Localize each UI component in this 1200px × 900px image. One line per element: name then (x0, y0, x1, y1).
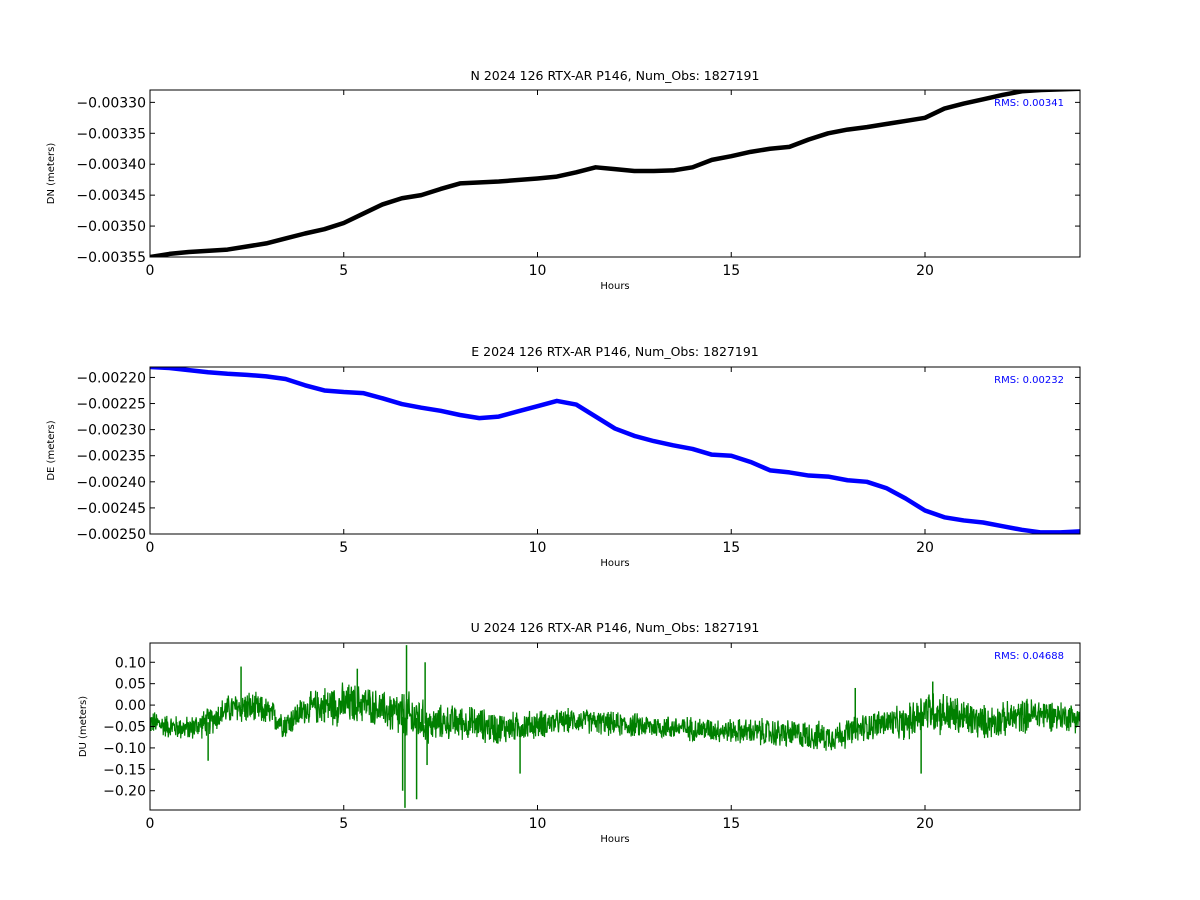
panel-up-xtick-label: 15 (722, 816, 740, 832)
panel-east-ticks: 0 5 10 15 20 −0.00220 −0.00225 −0.00230 −0.00235… (76, 367, 1080, 556)
panel-north-ytick-label: −0.00355 (76, 250, 146, 266)
panel-up-xtick-label: 20 (916, 816, 934, 832)
panel-north-xtick-label: 10 (529, 263, 547, 279)
panel-up-ytick-label: 0.00 (115, 698, 146, 714)
panel-up: U 2024 126 RTX-AR P146, Num_Obs: 1827191… (78, 620, 1081, 845)
panel-up-ytick-label: −0.10 (103, 741, 146, 757)
panel-north-xtick-label: 0 (146, 263, 155, 279)
panel-up-ytick-label: −0.15 (103, 762, 146, 778)
panel-north-rms-annotation: RMS: 0.00341 (994, 98, 1064, 109)
panel-north-ytick-label: −0.00350 (76, 219, 146, 235)
panel-north-ytick-label: −0.00335 (76, 126, 146, 142)
panel-up-rms-annotation: RMS: 0.04688 (994, 651, 1064, 662)
panel-north-frame (149, 89, 1081, 258)
panel-north-xtick-label: 20 (916, 263, 934, 279)
panel-north-plot-area (150, 90, 1080, 257)
panel-east-xtick-label: 10 (529, 540, 547, 556)
panel-east-ytick-label: −0.00230 (76, 423, 146, 439)
panel-east-ytick-label: −0.00220 (76, 370, 146, 386)
panel-east-series-line (150, 367, 1080, 534)
panel-east-ytick-label: −0.00235 (76, 449, 146, 465)
panel-east-ytick-label: −0.00245 (76, 501, 146, 517)
panel-up-plot-area (150, 645, 1080, 808)
panel-east-ytick-label: −0.00225 (76, 397, 146, 413)
panel-up-ticks: 0 5 10 15 20 0.10 0.05 0.00 −0.05 −0.10 −0.15 −0.20 (103, 643, 1080, 832)
panel-up-ylabel: DU (meters) (78, 696, 89, 757)
panel-north-ytick-label: −0.00345 (76, 188, 146, 204)
panel-north-ylabel: DN (meters) (46, 143, 57, 205)
panel-up-ytick-label: 0.10 (115, 655, 146, 671)
panel-up-xtick-label: 5 (339, 816, 348, 832)
panel-east-ylabel: DE (meters) (46, 420, 57, 480)
panel-east-ytick-label: −0.00250 (76, 527, 146, 543)
panel-east-xtick-label: 20 (916, 540, 934, 556)
panel-up-ytick-label: −0.20 (103, 784, 146, 800)
panel-up-series-line (150, 682, 1080, 751)
panel-up-ytick-label: 0.05 (115, 677, 146, 693)
panel-east-xlabel: Hours (600, 558, 629, 569)
panel-north-xtick-label: 5 (339, 263, 348, 279)
panel-east-rms-annotation: RMS: 0.00232 (994, 375, 1064, 386)
panel-east-xtick-label: 0 (146, 540, 155, 556)
panel-north-ticks: 0 5 10 15 20 −0.00330 −0.00335 −0.00340 −0.00345… (76, 90, 1080, 279)
panel-east-xtick-label: 5 (339, 540, 348, 556)
panel-north-series-line (150, 90, 1080, 257)
panel-east-title: E 2024 126 RTX-AR P146, Num_Obs: 1827191 (471, 344, 758, 359)
panel-up-title: U 2024 126 RTX-AR P146, Num_Obs: 1827191 (471, 620, 760, 635)
panel-east-ytick-label: −0.00240 (76, 475, 146, 491)
panel-up-xlabel: Hours (600, 834, 629, 845)
panel-north-xlabel: Hours (600, 281, 629, 292)
panel-north: N 2024 126 RTX-AR P146, Num_Obs: 1827191… (46, 68, 1081, 292)
panel-north-ytick-label: −0.00340 (76, 157, 146, 173)
panel-east: E 2024 126 RTX-AR P146, Num_Obs: 1827191… (46, 344, 1081, 569)
panel-north-ytick-label: −0.00330 (76, 95, 146, 111)
panel-east-xtick-label: 15 (722, 540, 740, 556)
panel-up-xtick-label: 0 (146, 816, 155, 832)
panel-up-xtick-label: 10 (529, 816, 547, 832)
panel-up-ytick-label: −0.05 (103, 720, 146, 736)
panel-north-title: N 2024 126 RTX-AR P146, Num_Obs: 1827191 (471, 68, 760, 83)
panel-north-xtick-label: 15 (722, 263, 740, 279)
panel-east-frame (149, 366, 1081, 535)
panel-east-plot-area (150, 367, 1080, 534)
